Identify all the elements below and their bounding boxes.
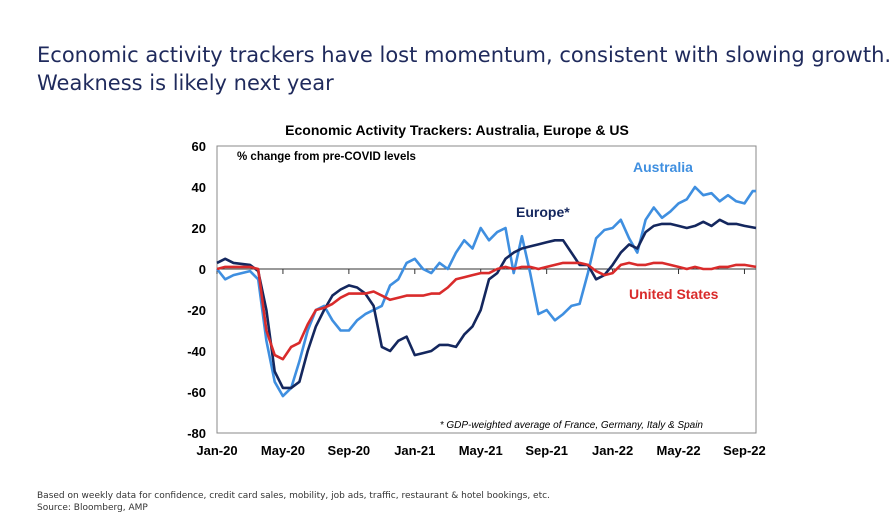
legend-australia: Australia bbox=[633, 159, 693, 175]
y-tick-label: 60 bbox=[192, 139, 206, 154]
footer: Based on weekly data for confidence, cre… bbox=[37, 490, 550, 514]
plot-frame bbox=[216, 145, 757, 434]
footer-source: Source: Bloomberg, AMP bbox=[37, 503, 148, 513]
x-tick-label: Sep-22 bbox=[723, 443, 766, 458]
x-tick-label: Jan-20 bbox=[196, 443, 237, 458]
chart-subtitle: % change from pre-COVID levels bbox=[237, 151, 416, 163]
series-line-united-states bbox=[216, 261, 757, 361]
chart-title: Economic Activity Trackers: Australia, E… bbox=[285, 122, 629, 138]
headline-line-1: Economic activity trackers have lost mom… bbox=[37, 43, 892, 67]
y-tick-label: 0 bbox=[199, 262, 206, 277]
headline-line-2: Weakness is likely next year bbox=[37, 71, 334, 95]
x-tick-label: Jan-21 bbox=[394, 443, 435, 458]
slide-headline: Economic activity trackers have lost mom… bbox=[37, 41, 891, 97]
chart-note: * GDP-weighted average of France, German… bbox=[440, 420, 704, 431]
y-tick-label: 20 bbox=[192, 221, 206, 236]
footer-note: Based on weekly data for confidence, cre… bbox=[37, 491, 550, 501]
y-tick-label: -40 bbox=[187, 344, 206, 359]
x-tick-label: May-21 bbox=[459, 443, 503, 458]
x-tick-label: May-22 bbox=[656, 443, 700, 458]
y-tick-label: -20 bbox=[187, 303, 206, 318]
x-tick-label: May-20 bbox=[261, 443, 305, 458]
y-tick-label: -80 bbox=[187, 426, 206, 441]
legend-united-states: United States bbox=[629, 286, 719, 302]
x-tick-label: Sep-20 bbox=[328, 443, 371, 458]
y-tick-label: -60 bbox=[187, 385, 206, 400]
legend-europe: Europe* bbox=[516, 204, 570, 220]
series-line-europe bbox=[216, 218, 757, 390]
y-tick-label: 40 bbox=[192, 180, 206, 195]
x-tick-label: Sep-21 bbox=[525, 443, 568, 458]
x-tick-label: Jan-22 bbox=[592, 443, 633, 458]
